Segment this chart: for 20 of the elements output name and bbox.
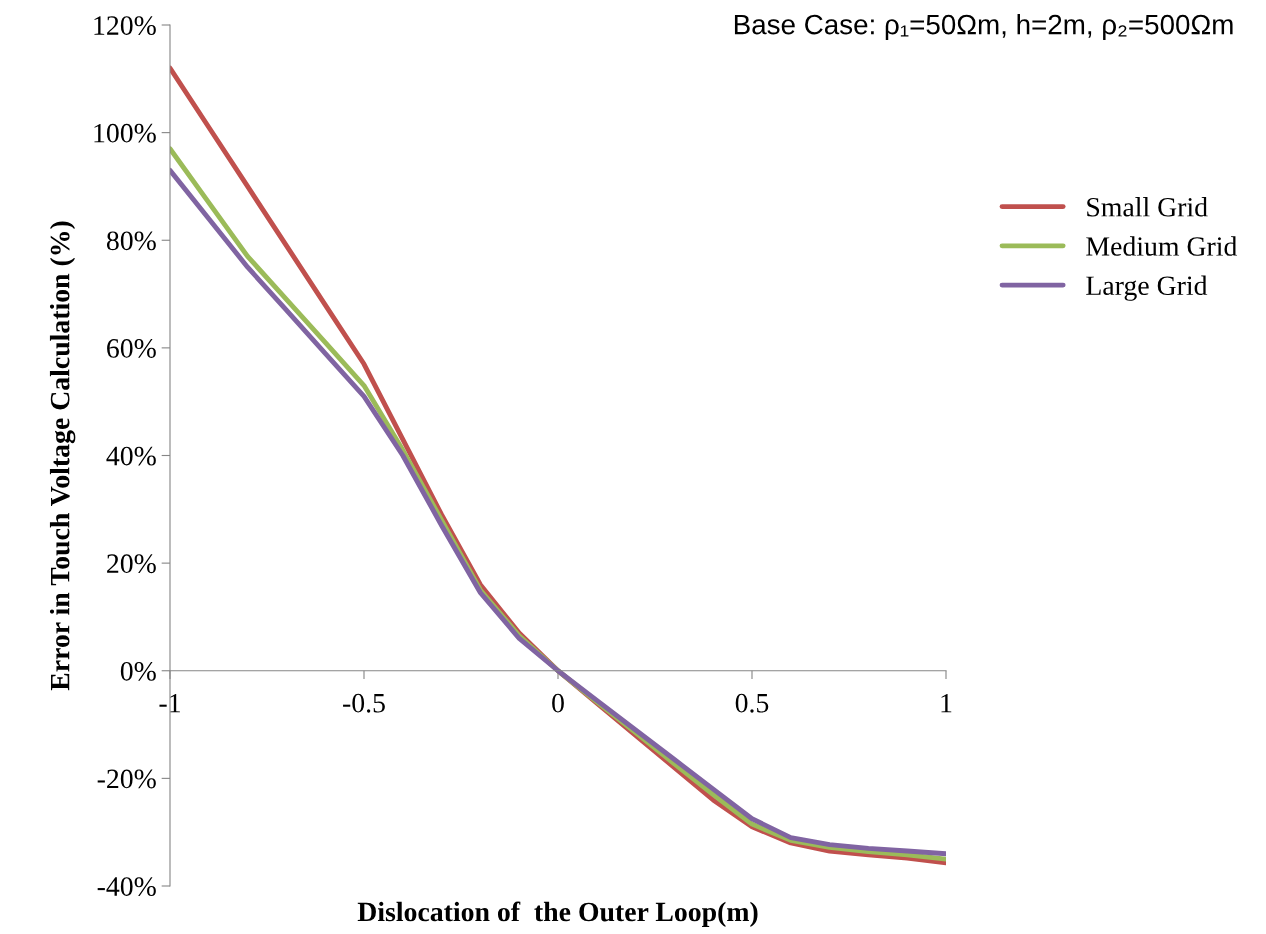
y-tick-label: 40% [106, 446, 156, 466]
y-tick-label: 100% [94, 123, 156, 143]
legend-label: Medium Grid [1086, 236, 1238, 256]
y-tick-label: 80% [106, 231, 156, 251]
legend-label: Small Grid [1087, 197, 1208, 217]
y-tick-label: 0% [120, 661, 156, 681]
x-tick-label: -1 [159, 693, 180, 713]
y-tick-label: -40% [97, 877, 156, 896]
chart-title: Base Case: ρ₁=50Ωm, h=2m, ρ₂=500Ωm [734, 14, 1233, 40]
x-axis-title: Dislocation of the Outer Loop(m) [357, 901, 758, 927]
y-tick-label: 60% [107, 339, 156, 358]
y-tick-label: 120% [94, 16, 156, 35]
y-tick-label: 20% [107, 554, 156, 574]
y-axis-title: Error in Touch Voltage Calculation (%) [49, 221, 76, 691]
y-tick-label: -20% [97, 769, 156, 789]
x-tick-label: -0.5 [343, 693, 385, 713]
x-tick-label: 1 [941, 693, 952, 713]
legend-label: Large Grid [1086, 275, 1208, 301]
x-tick-label: 0.5 [735, 693, 769, 713]
x-tick-label: 0 [552, 693, 564, 713]
